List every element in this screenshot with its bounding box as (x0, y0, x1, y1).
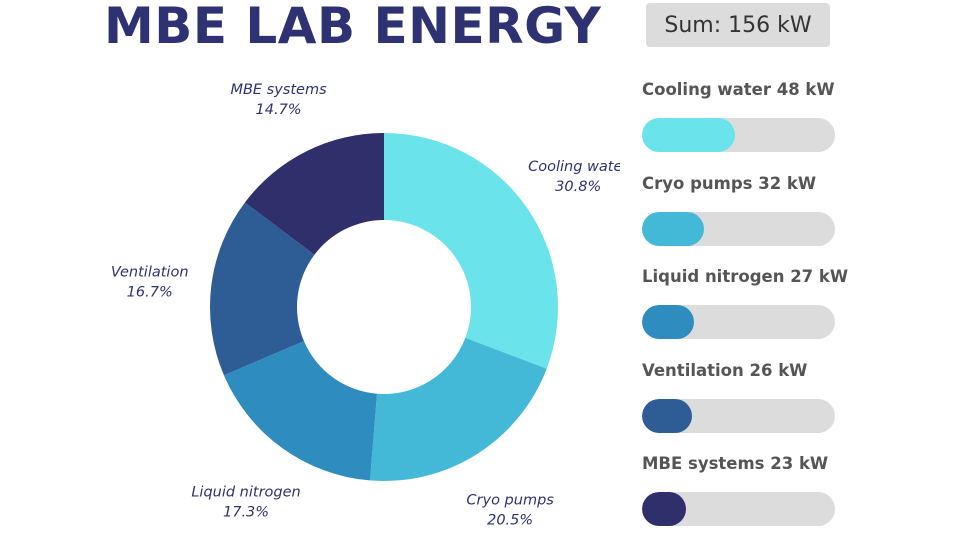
bar-track-liquid-nitrogen (642, 305, 835, 339)
bar-fill-liquid-nitrogen (642, 305, 695, 339)
bar-fill-cooling-water (642, 118, 735, 152)
donut-slice-cryo-pumps (369, 337, 547, 481)
bar-label-ventilation: Ventilation 26 kW (642, 360, 808, 380)
slice-percent-ventilation: 16.7% (127, 285, 173, 301)
bar-label-cooling-water: Cooling water 48 kW (642, 80, 835, 99)
slice-label-ventilation: Ventilation (111, 265, 189, 281)
donut-slice-liquid-nitrogen (223, 341, 377, 481)
donut-slice-ventilation (209, 202, 315, 376)
donut-chart: Cooling water 30.8% Cryo pumps 20.5% Liquid … (111, 82, 620, 529)
bar-track-mbe-systems (642, 492, 835, 526)
bar-item-cooling-water: Cooling water 48 kW (642, 80, 842, 152)
bar-item-mbe-systems: MBE systems 23 kW (642, 454, 842, 526)
bar-label-cryo-pumps: Cryo pumps 32 kW (642, 173, 817, 193)
bar-fill-mbe-systems (642, 492, 687, 526)
bar-item-ventilation: Ventilation 26 kW (642, 361, 842, 433)
bar-fill-ventilation (642, 398, 693, 433)
slice-percent-mbe-systems: 14.7% (256, 102, 302, 118)
bar-item-liquid-nitrogen: Liquid nitrogen 27 kW (642, 267, 848, 339)
page-title: MBE LAB ENERGY (104, 0, 602, 55)
slice-percent-liquid-nitrogen: 17.3% (223, 504, 269, 520)
slice-label-mbe-systems: MBE systems (230, 82, 327, 98)
donut-slice-mbe-systems (244, 133, 384, 255)
sum-label: Sum: 156 kW (664, 12, 812, 38)
slice-percent-cryo-pumps: 20.5% (487, 512, 533, 528)
bar-track-cooling-water (642, 118, 835, 152)
bar-track-ventilation (642, 398, 835, 433)
slice-percent-cooling-water: 30.8% (555, 179, 601, 195)
bar-label-liquid-nitrogen: Liquid nitrogen 27 kW (642, 267, 849, 286)
slice-label-cryo-pumps: Cryo pumps (466, 492, 554, 508)
slice-label-liquid-nitrogen: Liquid nitrogen (191, 484, 300, 500)
sum-badge: Sum: 156 kW (646, 3, 830, 47)
bar-fill-cryo-pumps (642, 211, 704, 246)
bar-label-mbe-systems: MBE systems 23 kW (642, 454, 829, 473)
bar-item-cryo-pumps: Cryo pumps 32 kW (642, 174, 842, 246)
slice-label-cooling-water: Cooling water (528, 159, 620, 175)
donut-slice-cooling-water (384, 133, 558, 369)
bar-track-cryo-pumps (642, 211, 835, 246)
